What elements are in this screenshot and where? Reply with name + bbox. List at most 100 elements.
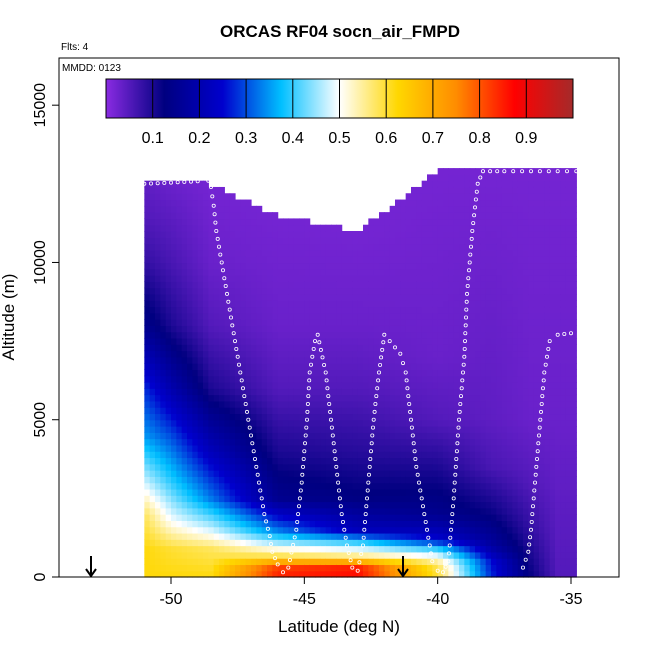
heatmap-cell [197, 287, 204, 295]
heatmap-cell [565, 375, 572, 383]
heatmap-cell [176, 249, 183, 257]
heatmap-cell [219, 350, 225, 358]
heatmap-cell [459, 287, 465, 295]
heatmap-cell [475, 551, 481, 559]
heatmap-cell [571, 337, 577, 345]
heatmap-cell [341, 331, 348, 339]
heatmap-cell [357, 564, 364, 572]
heatmap-cell [272, 444, 279, 452]
heatmap-cell [235, 545, 241, 553]
heatmap-cell [336, 268, 343, 276]
heatmap-cell [485, 413, 492, 421]
heatmap-cell [347, 457, 353, 465]
heatmap-cell [555, 564, 561, 572]
heatmap-cell [384, 394, 391, 402]
heatmap-cell [416, 381, 423, 389]
heatmap-cell [149, 394, 156, 402]
heatmap-cell [277, 325, 284, 333]
heatmap-cell [197, 300, 204, 308]
heatmap-cell [373, 312, 380, 320]
heatmap-cell [453, 262, 460, 270]
heatmap-cell [475, 319, 481, 326]
heatmap-cell [144, 438, 151, 446]
heatmap-cell [405, 514, 412, 521]
heatmap-cell [203, 193, 209, 201]
heatmap-cell [277, 413, 284, 421]
heatmap-cell [213, 539, 220, 547]
heatmap-cell [299, 256, 305, 264]
heatmap-cell [533, 476, 540, 484]
heatmap-cell [245, 570, 252, 578]
heatmap-cell [149, 388, 156, 396]
heatmap-cell [571, 532, 577, 540]
heatmap-cell [347, 388, 353, 396]
heatmap-cell [448, 407, 455, 415]
heatmap-cell [277, 551, 284, 559]
heatmap-cell [315, 438, 321, 446]
heatmap-cell [533, 306, 540, 314]
heatmap-cell [464, 193, 471, 201]
heatmap-cell [187, 237, 193, 245]
heatmap-cell [176, 350, 183, 358]
heatmap-cell [208, 363, 215, 370]
heatmap-cell [389, 262, 396, 270]
heatmap-cell [528, 224, 535, 232]
heatmap-cell [187, 231, 193, 238]
heatmap-cell [437, 205, 444, 213]
heatmap-cell [432, 337, 439, 345]
heatmap-cell [171, 268, 177, 276]
heatmap-cell [224, 268, 231, 276]
heatmap-cell [368, 514, 375, 521]
heatmap-cell [480, 356, 487, 364]
heatmap-cell [507, 400, 513, 408]
heatmap-cell [571, 426, 577, 433]
heatmap-cell [267, 344, 273, 352]
heatmap-cell [160, 551, 167, 559]
heatmap-cell [357, 256, 364, 264]
heatmap-cell [363, 407, 369, 415]
heatmap-cell [341, 275, 348, 282]
heatmap-cell [224, 463, 231, 471]
heatmap-cell [208, 325, 215, 333]
heatmap-cell [437, 426, 444, 433]
heatmap-cell [352, 520, 359, 528]
heatmap-cell [267, 237, 273, 245]
heatmap-cell [192, 507, 199, 515]
heatmap-cell [411, 243, 417, 251]
heatmap-cell [229, 545, 236, 553]
heatmap-cell [315, 268, 321, 276]
heatmap-cell [235, 463, 241, 471]
heatmap-cell [512, 356, 519, 364]
heatmap-cell [405, 268, 412, 276]
heatmap-cell [251, 369, 257, 377]
heatmap-cell [309, 444, 316, 452]
heatmap-cell [565, 287, 572, 295]
heatmap-cell [309, 520, 316, 528]
heatmap-cell [517, 514, 524, 521]
heatmap-cell [165, 231, 172, 238]
heatmap-cell [208, 470, 215, 477]
heatmap-cell [539, 444, 545, 452]
heatmap-cell [261, 545, 268, 553]
heatmap-cell [475, 262, 481, 270]
heatmap-cell [555, 545, 561, 553]
heatmap-cell [336, 381, 343, 389]
heatmap-cell [261, 488, 268, 496]
heatmap-cell [309, 275, 316, 282]
heatmap-cell [512, 262, 519, 270]
heatmap-cell [283, 356, 289, 364]
heatmap-cell [171, 350, 177, 358]
heatmap-cell [464, 243, 471, 251]
heatmap-cell [293, 312, 300, 320]
heatmap-cell [224, 432, 231, 440]
heatmap-cell [384, 495, 391, 503]
heatmap-cell [219, 344, 225, 352]
heatmap-cell [187, 470, 193, 477]
heatmap-cell [341, 476, 348, 484]
heatmap-cell [224, 444, 231, 452]
heatmap-cell [501, 174, 508, 182]
heatmap-cell [363, 438, 369, 446]
heatmap-cell [160, 413, 167, 421]
heatmap-cell [293, 356, 300, 364]
heatmap-cell [459, 564, 465, 572]
